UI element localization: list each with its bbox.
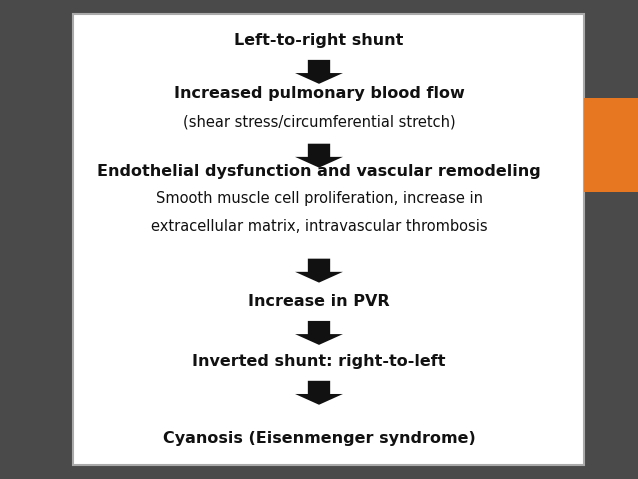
Text: Smooth muscle cell proliferation, increase in: Smooth muscle cell proliferation, increa… [156, 191, 482, 206]
Text: (shear stress/circumferential stretch): (shear stress/circumferential stretch) [182, 114, 456, 129]
FancyBboxPatch shape [73, 14, 584, 465]
Polygon shape [295, 60, 343, 84]
FancyBboxPatch shape [584, 98, 638, 192]
Polygon shape [295, 259, 343, 283]
Text: Inverted shunt: right-to-left: Inverted shunt: right-to-left [192, 354, 446, 369]
Polygon shape [295, 144, 343, 168]
Text: Cyanosis (Eisenmenger syndrome): Cyanosis (Eisenmenger syndrome) [163, 431, 475, 446]
Text: Left-to-right shunt: Left-to-right shunt [234, 33, 404, 48]
Polygon shape [295, 381, 343, 405]
Text: extracellular matrix, intravascular thrombosis: extracellular matrix, intravascular thro… [151, 219, 487, 234]
Text: Increase in PVR: Increase in PVR [248, 294, 390, 309]
Text: Endothelial dysfunction and vascular remodeling: Endothelial dysfunction and vascular rem… [97, 163, 541, 179]
Text: Increased pulmonary blood flow: Increased pulmonary blood flow [174, 86, 464, 102]
Polygon shape [295, 321, 343, 345]
